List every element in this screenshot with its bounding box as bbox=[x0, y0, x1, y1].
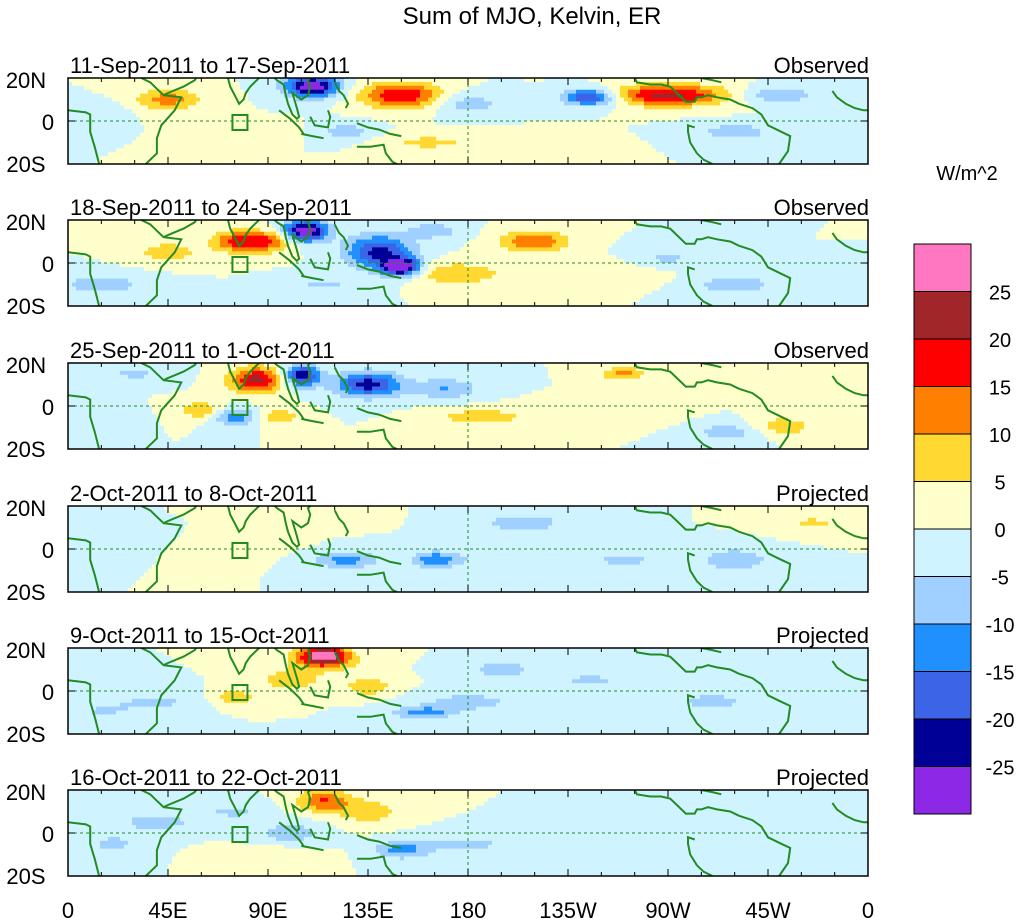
box-marker bbox=[231, 826, 249, 843]
y-tick-label: 0 bbox=[42, 395, 54, 420]
coastlines bbox=[68, 78, 868, 164]
panel-period: 9-Oct-2011 to 15-Oct-2011 bbox=[70, 623, 330, 648]
colorbar-box bbox=[913, 576, 972, 625]
colorbar-labels: 25 20 15 10 5 0 -5 -10 -15 -20 -25 bbox=[986, 283, 1015, 780]
panel-5: 20N 0 20S 9-Oct-2011 to 15-Oct-2011 Projecte… bbox=[6, 623, 869, 747]
panel-2: 20N 0 20S 18-Sep-2011 to 24-Sep-2011 Observe… bbox=[6, 195, 869, 319]
y-tick-label: 20S bbox=[6, 580, 45, 605]
colorbar-box bbox=[913, 766, 972, 815]
colorbar-label: -10 bbox=[986, 615, 1015, 637]
colorbar-box bbox=[913, 481, 972, 530]
y-tick-label: 0 bbox=[42, 822, 54, 847]
colorbar-label: -15 bbox=[986, 663, 1015, 685]
panel-1: 20N 0 20S 11-Sep-2011 to 17-Sep-2011 Observe… bbox=[6, 53, 869, 177]
x-tick-label: 45W bbox=[745, 898, 790, 923]
panel-status: Projected bbox=[776, 765, 869, 790]
chart-title: Sum of MJO, Kelvin, ER bbox=[403, 3, 662, 30]
colorbar-label: 25 bbox=[989, 283, 1011, 305]
colorbar-label: -20 bbox=[986, 710, 1015, 732]
colorbar-boxes bbox=[913, 243, 972, 815]
y-tick-label: 0 bbox=[42, 252, 54, 277]
panel-3: 20N 0 20S 25-Sep-2011 to 1-Oct-2011 Observed bbox=[6, 338, 869, 462]
panel-4: 20N 0 20S 2-Oct-2011 to 8-Oct-2011 Projected bbox=[6, 481, 869, 605]
box-marker bbox=[231, 256, 249, 273]
x-tick-label: 0 bbox=[862, 898, 874, 923]
y-tick-label: 20N bbox=[6, 496, 46, 521]
panel-period: 2-Oct-2011 to 8-Oct-2011 bbox=[70, 481, 317, 506]
x-tick-label: 45E bbox=[148, 898, 187, 923]
colorbar-box bbox=[913, 433, 972, 482]
colorbar-box bbox=[913, 243, 972, 292]
coastlines bbox=[68, 220, 868, 306]
panel-status: Projected bbox=[776, 623, 869, 648]
colorbar-box bbox=[913, 528, 972, 577]
colorbar-box bbox=[913, 718, 972, 767]
y-tick-label: 20S bbox=[6, 294, 45, 319]
y-tick-label: 0 bbox=[42, 538, 54, 563]
colorbar-box bbox=[913, 671, 972, 720]
coastlines bbox=[68, 506, 868, 592]
coastlines bbox=[68, 790, 868, 876]
panel-period: 16-Oct-2011 to 22-Oct-2011 bbox=[70, 765, 342, 790]
y-tick-label: 20S bbox=[6, 864, 45, 889]
panel-period: 25-Sep-2011 to 1-Oct-2011 bbox=[70, 338, 335, 363]
colorbar-box bbox=[913, 338, 972, 387]
colorbar: W/m^2 25 20 15 10 5 0 -5 -10 -15 -20 -25 bbox=[913, 163, 1015, 815]
colorbar-label: 0 bbox=[994, 520, 1005, 542]
colorbar-label: 10 bbox=[989, 425, 1011, 447]
colorbar-label: 20 bbox=[989, 330, 1011, 352]
box-marker bbox=[231, 114, 249, 131]
panel-status: Observed bbox=[774, 195, 869, 220]
box-marker bbox=[231, 542, 249, 559]
y-tick-label: 20N bbox=[6, 638, 46, 663]
panels: 20N 0 20S 11-Sep-2011 to 17-Sep-2011 Observe… bbox=[6, 53, 869, 889]
box-marker bbox=[231, 399, 249, 416]
panel-status: Observed bbox=[774, 338, 869, 363]
y-tick-label: 20N bbox=[6, 780, 46, 805]
colorbar-label: 5 bbox=[994, 473, 1005, 495]
colorbar-box bbox=[913, 623, 972, 672]
colorbar-label: 15 bbox=[989, 378, 1011, 400]
panel-field bbox=[68, 506, 868, 592]
x-tick-label: 135E bbox=[342, 898, 393, 923]
panel-6: 20N 0 20S 16-Oct-2011 to 22-Oct-2011 Project… bbox=[6, 765, 869, 889]
colorbar-label: -5 bbox=[991, 568, 1009, 590]
y-tick-label: 0 bbox=[42, 680, 54, 705]
y-tick-label: 0 bbox=[42, 110, 54, 135]
x-tick-label: 0 bbox=[62, 898, 74, 923]
y-tick-label: 20N bbox=[6, 353, 46, 378]
panel-period: 11-Sep-2011 to 17-Sep-2011 bbox=[70, 53, 350, 78]
x-axis: 0 45E 90E 135E 180 135W 90W 45W 0 bbox=[62, 898, 874, 923]
x-tick-label: 180 bbox=[450, 898, 487, 923]
coastlines bbox=[68, 648, 868, 734]
coastlines bbox=[68, 363, 868, 449]
panel-status: Observed bbox=[774, 53, 869, 78]
x-tick-label: 90E bbox=[248, 898, 287, 923]
y-tick-label: 20N bbox=[6, 210, 46, 235]
box-marker bbox=[231, 684, 249, 701]
colorbar-box bbox=[913, 291, 972, 340]
panel-field bbox=[68, 363, 868, 449]
panel-field bbox=[68, 790, 868, 876]
y-tick-label: 20S bbox=[6, 152, 45, 177]
panel-period: 18-Sep-2011 to 24-Sep-2011 bbox=[70, 195, 352, 220]
y-tick-label: 20S bbox=[6, 722, 45, 747]
colorbar-box bbox=[913, 386, 972, 435]
colorbar-label: -25 bbox=[986, 758, 1015, 780]
x-tick-label: 135W bbox=[539, 898, 597, 923]
panel-status: Projected bbox=[776, 481, 869, 506]
x-tick-label: 90W bbox=[645, 898, 690, 923]
y-tick-label: 20S bbox=[6, 437, 45, 462]
y-tick-label: 20N bbox=[6, 68, 46, 93]
units-label: W/m^2 bbox=[936, 163, 998, 185]
